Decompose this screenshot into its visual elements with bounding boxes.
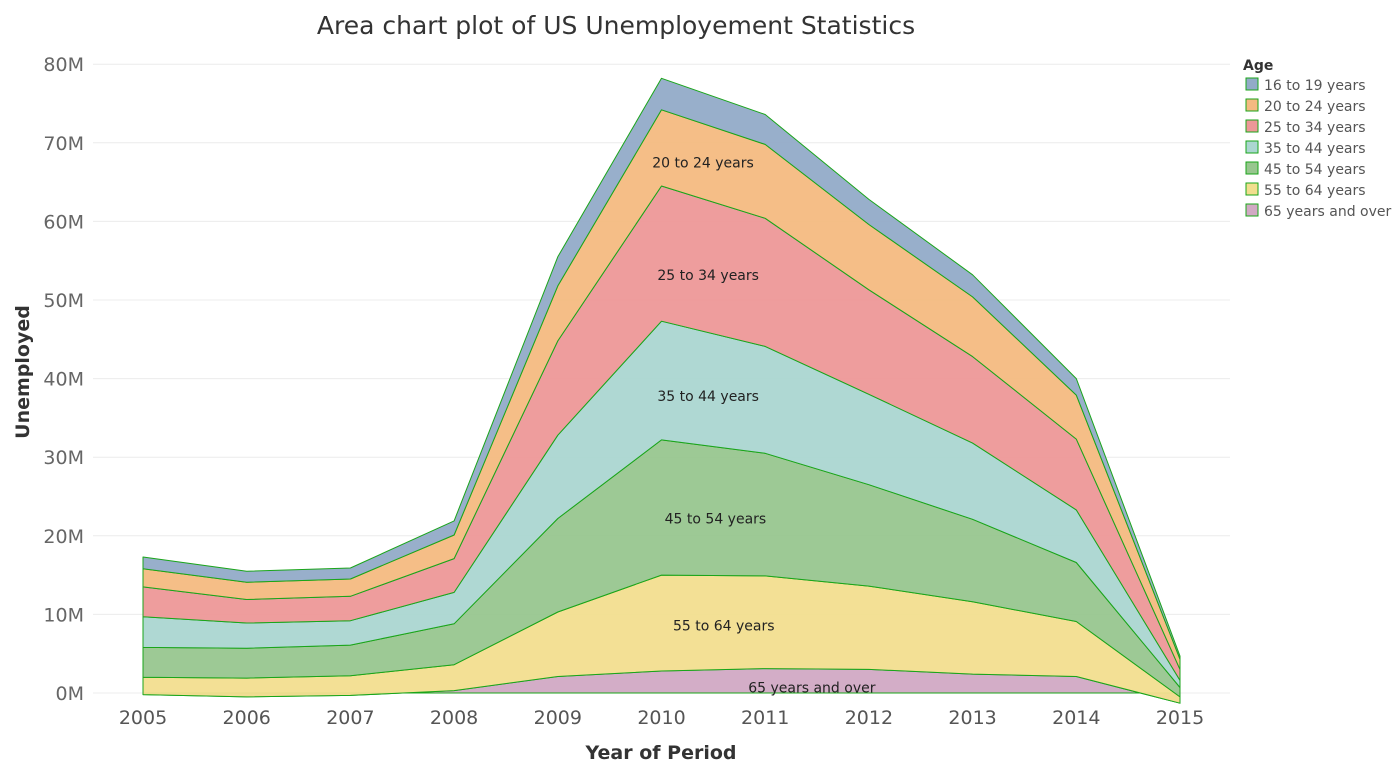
area-labels-group: 20 to 24 years 25 to 34 years 35 to 44 yea… [652,155,876,696]
legend-swatch [1245,140,1259,154]
y-axis-ticks: 0M 10M 20M 30M 40M 50M 60M 70M 80M [43,54,84,705]
y-tick-label: 60M [43,211,84,233]
legend-item-label: 20 to 24 years [1264,99,1366,115]
legend-swatch [1245,98,1259,112]
legend-swatch [1245,119,1259,133]
y-tick-label: 40M [43,369,84,391]
area-label: 45 to 54 years [665,512,767,528]
area-label: 55 to 64 years [673,618,775,634]
legend-swatch [1245,161,1259,175]
x-tick-label: 2010 [637,707,685,729]
legend: Age 16 to 19 years 20 to 24 years 25 to 34… [1243,58,1391,220]
area-16-to-19-years [142,77,1181,660]
legend-item-label: 25 to 34 years [1264,120,1366,136]
legend-item-label: 55 to 64 years [1264,183,1366,199]
y-tick-label: 30M [43,447,84,469]
legend-item-label: 35 to 44 years [1264,141,1366,157]
legend-swatch [1245,77,1259,91]
x-tick-label: 2013 [948,707,996,729]
x-tick-label: 2008 [430,707,478,729]
x-tick-label: 2007 [326,707,374,729]
x-axis-ticks: 2005 2006 2007 2008 2009 2010 2011 2012 2013 2014… [119,707,1204,729]
x-tick-label: 2014 [1052,707,1100,729]
area-label: 35 to 44 years [657,389,759,405]
y-tick-label: 80M [43,54,84,76]
x-tick-label: 2006 [223,707,271,729]
x-axis-title: Year of Period [585,742,737,764]
x-tick-label: 2015 [1156,707,1204,729]
legend-title: Age [1243,58,1273,74]
legend-item-label: 65 years and over [1264,204,1391,220]
x-tick-label: 2012 [845,707,893,729]
y-tick-label: 0M [56,683,84,705]
y-tick-label: 70M [43,133,84,155]
y-axis-title: Unemployed [12,305,34,439]
area-label: 65 years and over [748,680,875,696]
area-label: 20 to 24 years [652,155,754,171]
x-tick-label: 2005 [119,707,167,729]
x-tick-label: 2009 [534,707,582,729]
chart-title: Area chart plot of US Unemployement Stat… [317,11,915,40]
y-tick-label: 10M [43,604,84,626]
legend-item-label: 45 to 54 years [1264,162,1366,178]
legend-swatch [1245,182,1259,196]
x-tick-label: 2011 [741,707,789,729]
area-series-group [142,77,1181,704]
area-label: 25 to 34 years [657,268,759,284]
legend-item-label: 16 to 19 years [1264,78,1366,94]
legend-swatch [1245,203,1259,217]
y-tick-label: 50M [43,290,84,312]
y-tick-label: 20M [43,526,84,548]
